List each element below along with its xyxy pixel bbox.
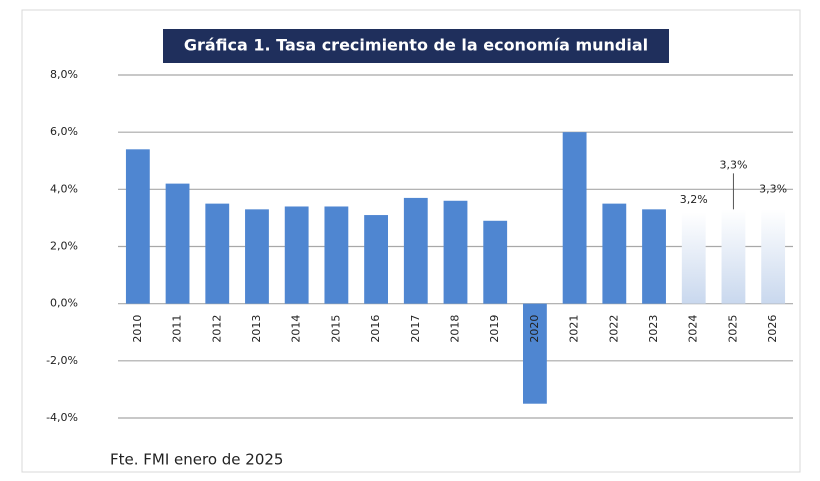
source-note: Fte. FMI enero de 2025 (110, 451, 283, 469)
x-tick-label: 2024 (687, 315, 700, 343)
x-tick-label: 2026 (766, 315, 779, 343)
bar (681, 212, 706, 304)
data-label: 3,3% (759, 182, 787, 195)
x-tick-label: 2011 (171, 315, 184, 343)
bar (403, 197, 428, 304)
bar (761, 209, 786, 304)
bar (443, 200, 468, 304)
x-tick-label: 2014 (290, 315, 303, 343)
bar (562, 132, 587, 304)
data-label: 3,3% (719, 158, 747, 171)
data-label: 3,2% (680, 193, 708, 206)
y-tick-label: 8,0% (50, 68, 78, 81)
x-tick-label: 2018 (449, 315, 462, 343)
y-tick-label: 6,0% (50, 125, 78, 138)
x-tick-label: 2010 (131, 315, 144, 343)
y-tick-label: 2,0% (50, 240, 78, 253)
bar (721, 209, 746, 304)
x-tick-label: 2021 (568, 315, 581, 343)
y-tick-label: 4,0% (50, 182, 78, 195)
y-tick-label: -4,0% (46, 411, 78, 424)
x-tick-label: 2019 (488, 315, 501, 343)
bar (602, 203, 627, 304)
x-tick-label: 2015 (329, 315, 342, 343)
bar (642, 209, 666, 304)
bar (125, 149, 150, 304)
x-tick-label: 2016 (369, 315, 382, 343)
bar (483, 220, 508, 304)
bar (165, 183, 190, 304)
x-tick-label: 2013 (250, 315, 263, 343)
bar (364, 215, 388, 304)
title-box (163, 29, 669, 63)
x-tick-label: 2017 (409, 315, 422, 343)
y-tick-label: 0,0% (50, 297, 78, 310)
bar (245, 209, 269, 304)
bar (324, 206, 349, 304)
x-tick-label: 2012 (210, 315, 223, 343)
x-tick-label: 2022 (607, 315, 620, 343)
bar (284, 206, 309, 304)
bar (205, 203, 230, 304)
x-tick-label: 2023 (647, 315, 660, 343)
y-tick-label: -2,0% (46, 354, 78, 367)
x-tick-label: 2025 (726, 315, 739, 343)
bar (523, 303, 547, 404)
x-tick-label: 2020 (528, 315, 541, 343)
chart-title: Gráfica 1. Tasa crecimiento de la econom… (184, 36, 648, 55)
